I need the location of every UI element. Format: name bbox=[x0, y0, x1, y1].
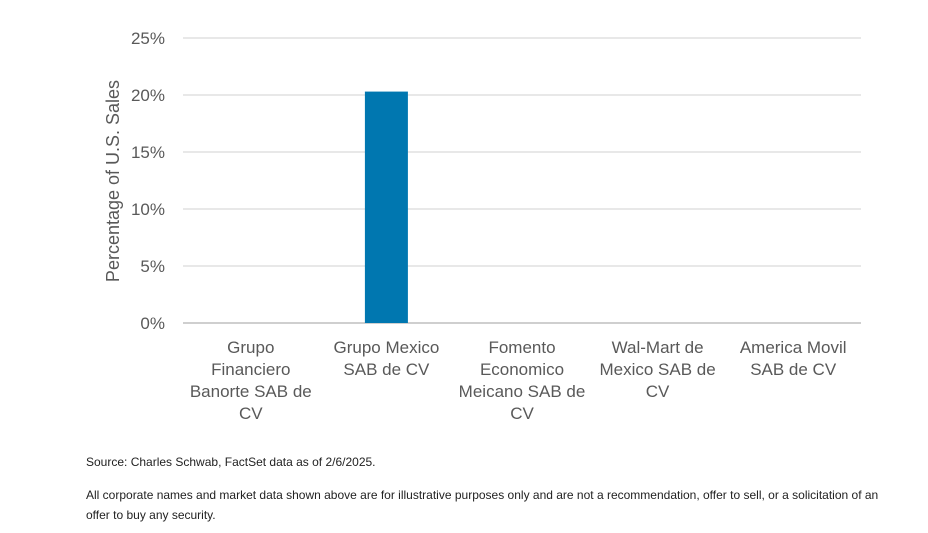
grid-lines bbox=[183, 37, 861, 324]
x-category-label: Wal-Mart de Mexico SAB de CV bbox=[599, 338, 715, 401]
y-tick-label: 25% bbox=[131, 29, 165, 48]
bar-chart: 0% 5% 10% 15% 20% 25% Grupo Financiero Banorte … bbox=[103, 29, 861, 423]
disclaimer-note: All corporate names and market data show… bbox=[86, 488, 879, 522]
y-tick-label: 10% bbox=[131, 200, 165, 219]
source-note: Source: Charles Schwab, FactSet data as … bbox=[86, 455, 376, 469]
x-category-label: Grupo Mexico SAB de CV bbox=[333, 338, 439, 379]
x-axis-categories: Grupo Financiero Banorte SAB de CV Grupo Mex… bbox=[190, 338, 847, 423]
x-category-label: America Movil SAB de CV bbox=[740, 338, 847, 379]
y-tick-label: 15% bbox=[131, 143, 165, 162]
bar bbox=[364, 91, 408, 323]
y-axis-ticks: 0% 5% 10% 15% 20% 25% bbox=[131, 29, 165, 333]
y-tick-label: 20% bbox=[131, 86, 165, 105]
bars bbox=[364, 91, 408, 323]
y-tick-label: 0% bbox=[140, 314, 165, 333]
y-axis-title: Percentage of U.S. Sales bbox=[103, 80, 123, 282]
y-tick-label: 5% bbox=[140, 257, 165, 276]
x-category-label: Fomento Economico Meicano SAB de CV bbox=[459, 338, 586, 423]
x-category-label: Grupo Financiero Banorte SAB de CV bbox=[190, 338, 312, 423]
